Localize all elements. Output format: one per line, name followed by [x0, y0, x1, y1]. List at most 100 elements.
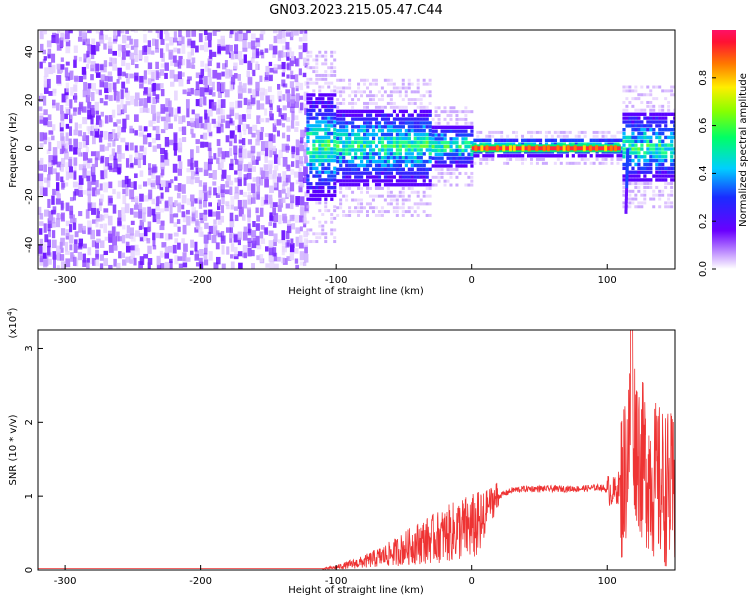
spectrogram-cell: [503, 142, 507, 146]
spectrogram-cell: [255, 81, 260, 91]
spectrogram-cell: [160, 166, 165, 176]
spectrogram-cell: [152, 97, 158, 105]
spectrogram-cell: [357, 206, 361, 210]
spectrogram-cell: [368, 144, 373, 148]
spectrogram-cell: [464, 110, 468, 114]
spectrogram-cell: [348, 109, 352, 114]
spectrogram-cell: [368, 121, 373, 125]
spectrogram-cell: [318, 162, 322, 167]
y-tick-label: -40: [24, 237, 35, 253]
spectrogram-cell: [637, 108, 641, 112]
spectrogram-cell: [204, 242, 208, 252]
spectrogram-cell: [401, 140, 405, 144]
spectrogram-cell: [398, 183, 402, 187]
spectrogram-cell: [104, 236, 110, 241]
spectrogram-cell: [470, 164, 474, 168]
spectrogram-cell: [652, 112, 656, 116]
spectrogram-cell: [134, 244, 139, 252]
spectrogram-cell: [354, 132, 358, 137]
spectrogram-cell: [138, 125, 143, 131]
spectrogram-cell: [255, 61, 259, 70]
spectrogram-cell: [309, 166, 313, 171]
spectrogram-cell: [315, 77, 319, 81]
spectrogram-cell: [312, 189, 316, 194]
spectrogram-cell: [217, 88, 222, 98]
spectrogram-cell: [203, 161, 209, 170]
spectrogram-cell: [422, 94, 426, 98]
spectrogram-cell: [131, 196, 136, 203]
spectrogram-cell: [380, 179, 385, 183]
spectrogram-cell: [315, 236, 319, 240]
spectrogram-cell: [78, 130, 83, 137]
spectrogram-cell: [357, 167, 361, 172]
spectrogram-cell: [278, 50, 284, 58]
spectrogram-cell: [247, 247, 252, 257]
spectrogram-cell: [401, 105, 405, 109]
spectrogram-cell: [295, 196, 301, 206]
spectrogram-cell: [186, 79, 191, 85]
spectrogram-cell: [211, 81, 215, 91]
spectrogram-cell: [315, 135, 319, 140]
spectrogram-cell: [398, 163, 402, 168]
spectrogram-cell: [238, 160, 243, 170]
spectrogram-cell: [348, 132, 352, 137]
spectrogram-cell: [239, 58, 244, 65]
spectrogram-cell: [661, 155, 665, 159]
spectrogram-cell: [658, 124, 662, 128]
spectrogram-cell: [404, 121, 408, 125]
spectrogram-cell: [155, 61, 159, 70]
spectrogram-cell: [652, 155, 656, 159]
spectrogram-cell: [190, 176, 194, 185]
spectrogram-cell: [622, 205, 626, 209]
spectrogram-cell: [458, 110, 462, 114]
spectrogram-cell: [626, 148, 630, 153]
spectrogram-cell: [410, 140, 414, 144]
spectrogram-cell: [595, 130, 599, 134]
spectrogram-cell: [407, 101, 411, 105]
spectrogram-cell: [324, 116, 328, 120]
spectrogram-cell: [646, 185, 650, 189]
spectrogram-cell: [315, 58, 319, 62]
spectrogram-cell: [178, 78, 184, 87]
spectrogram-cell: [190, 157, 194, 163]
spectrogram-cell: [224, 189, 230, 195]
spectrogram-cell: [440, 175, 444, 179]
spectrogram-cell: [401, 179, 405, 183]
spectrogram-cell: [670, 189, 674, 193]
spectrogram-cell: [425, 175, 429, 179]
spectrogram-cell: [413, 128, 417, 133]
spectrogram-cell: [342, 132, 346, 137]
spectrogram-cell: [434, 152, 438, 157]
spectrogram-cell: [464, 164, 468, 168]
spectrogram-cell: [342, 86, 346, 90]
spectrogram-cell: [207, 231, 212, 241]
spectrogram-cell: [470, 133, 474, 137]
spectrogram-cell: [55, 33, 59, 44]
spectrogram-cell: [177, 183, 182, 192]
spectrogram-cell: [404, 128, 408, 133]
spectrogram-cell: [217, 220, 222, 225]
spectrogram-cell: [202, 214, 208, 222]
spectrogram-cell: [327, 97, 331, 101]
spectrogram-cell: [661, 131, 665, 136]
spectrogram-cell: [339, 148, 343, 152]
spectrogram-cell: [383, 117, 388, 121]
spectrogram-cell: [327, 93, 331, 97]
spectrogram-cell: [208, 147, 212, 157]
spectrogram-cell: [407, 78, 411, 82]
spectrogram-cell: [256, 191, 260, 200]
spectrogram-cell: [625, 89, 629, 93]
spectrogram-cell: [428, 78, 432, 82]
spectrogram-cell: [449, 160, 453, 164]
spectrogram-cell: [649, 120, 653, 124]
spectrogram-cell: [282, 156, 288, 167]
spectrogram-cell: [658, 112, 662, 116]
spectrogram-cell: [60, 200, 64, 211]
spectrogram-cell: [365, 94, 369, 98]
spectrogram-cell: [129, 125, 133, 134]
spectrogram-cell: [389, 144, 394, 148]
spectrogram-cell: [541, 161, 545, 165]
spectrogram-cell: [637, 162, 641, 167]
spectrogram-cell: [324, 100, 328, 105]
spectrogram-cell: [324, 128, 328, 132]
